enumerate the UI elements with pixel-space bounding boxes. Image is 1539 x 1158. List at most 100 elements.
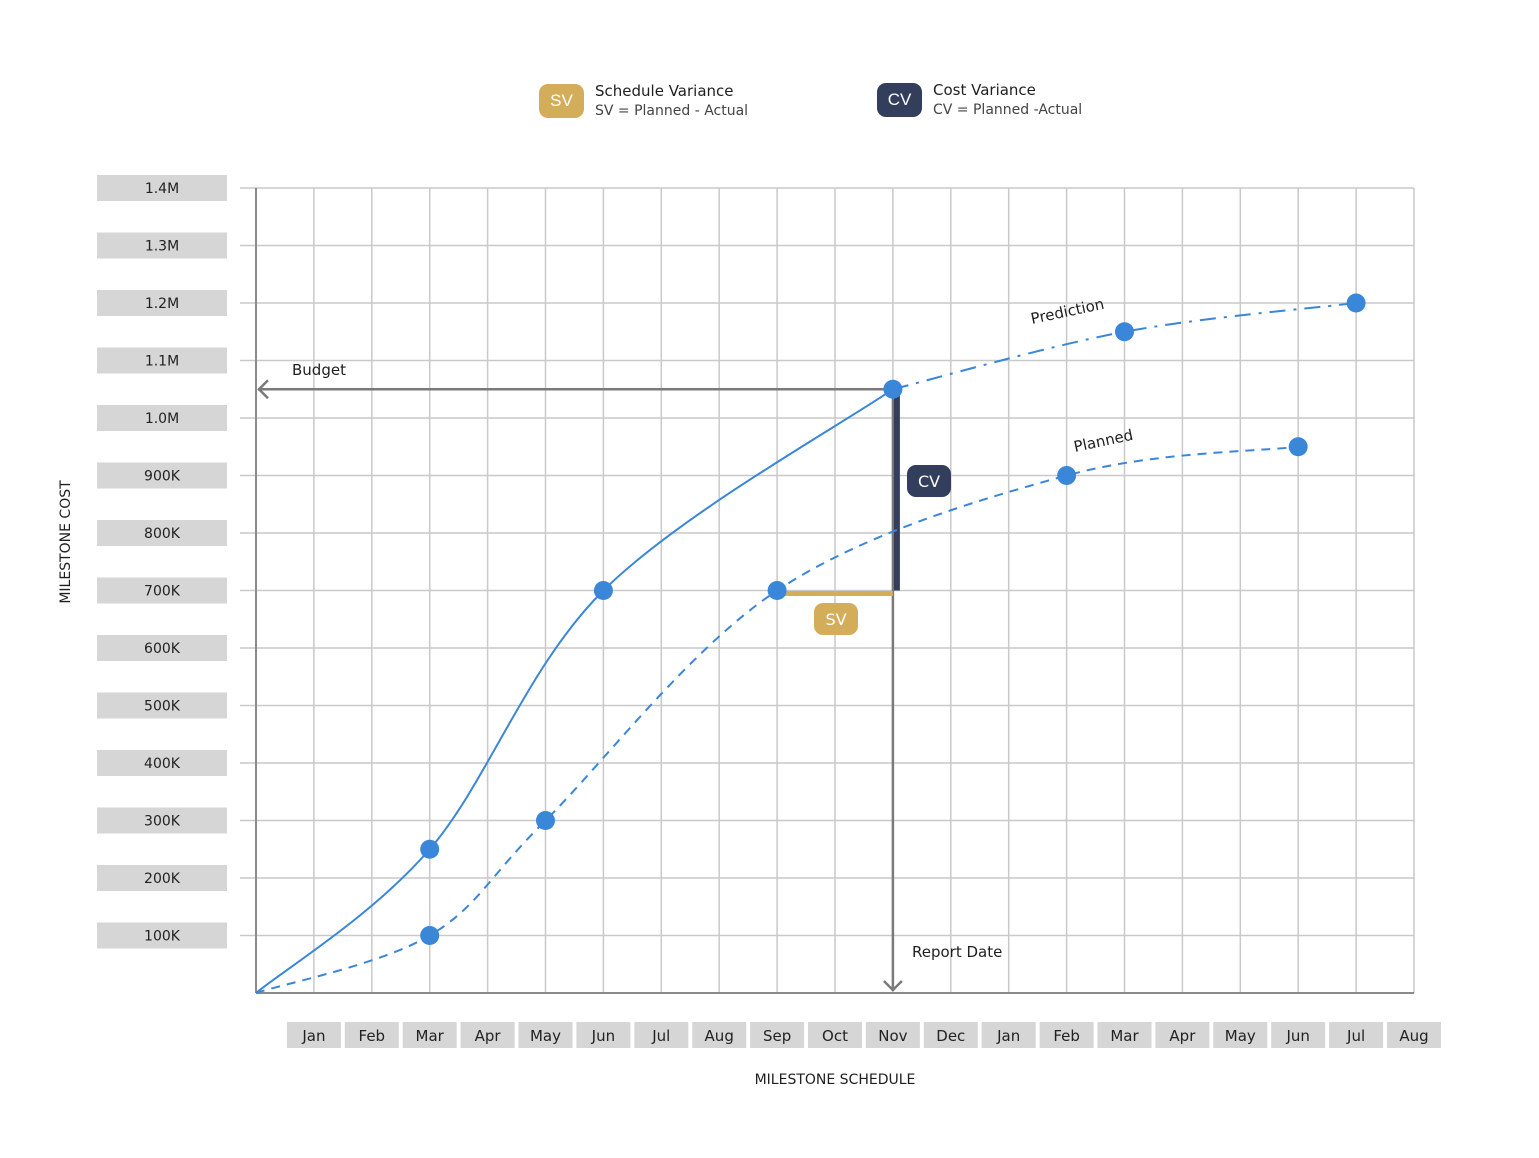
x-tick-label: Apr [1169, 1027, 1196, 1045]
data-point-marker [420, 839, 440, 859]
prediction-label: Prediction [1029, 295, 1106, 328]
data-point-marker [1057, 466, 1077, 485]
x-tick-label: Aug [705, 1027, 734, 1045]
data-point-marker [883, 379, 903, 399]
x-tick-box [1039, 1022, 1094, 1048]
x-tick-box [576, 1022, 631, 1048]
y-tick-label: 300K [144, 814, 181, 830]
x-tick-label: Dec [936, 1027, 965, 1045]
y-tick-box [97, 175, 227, 201]
y-tick-box [97, 750, 227, 776]
y-tick-label: 800K [144, 526, 181, 542]
x-tick-box [692, 1022, 747, 1048]
report-date-arrowhead [883, 980, 903, 992]
x-axis-label: MILESTONE SCHEDULE [755, 1072, 916, 1088]
x-tick-box [1387, 1022, 1441, 1048]
cv-legend-title: Cost Variance [933, 81, 1036, 99]
x-tick-label: Sep [763, 1027, 791, 1045]
series-markers [420, 293, 1366, 945]
x-tick-box [923, 1022, 978, 1048]
x-tick-box [518, 1022, 573, 1048]
x-tick-label: Jan [301, 1027, 325, 1045]
cv-legend-badge: CV [877, 83, 922, 117]
x-tick-box [402, 1022, 457, 1048]
y-tick-label: 1.1M [145, 354, 179, 370]
y-tick-label: 600K [144, 641, 181, 657]
legend-schedule-variance: SV Schedule Variance SV = Planned - Actu… [539, 81, 748, 121]
data-point-marker [1288, 437, 1308, 457]
x-tick-label: Mar [416, 1027, 445, 1045]
data-point-marker [767, 581, 787, 600]
sv-badge [814, 603, 858, 635]
x-tick-label: May [1225, 1027, 1256, 1045]
x-tick-box [460, 1022, 515, 1048]
y-tick-box [97, 692, 227, 719]
cv-badge-label: CV [918, 472, 940, 491]
x-tick-box [344, 1022, 399, 1048]
x-tick-box [1271, 1022, 1326, 1048]
x-tick-box [1329, 1022, 1384, 1048]
data-point-marker [420, 926, 440, 945]
cv-legend-formula: CV = Planned -Actual [933, 102, 1083, 118]
y-tick-box [97, 807, 227, 834]
y-tick-box [97, 865, 227, 891]
x-tick-label: Feb [359, 1027, 386, 1045]
y-tick-box [97, 347, 227, 374]
x-tick-label: Jul [651, 1027, 670, 1045]
sv-legend-formula: SV = Planned - Actual [595, 103, 749, 119]
report-date-label: Report Date [912, 943, 1002, 961]
x-tick-label: May [530, 1027, 561, 1045]
y-tick-label: 1.2M [145, 296, 179, 312]
y-tick-boxes: 100K 200K 300K 400K 500K 600K 700K 800K 900K 1.0M… [97, 175, 227, 949]
legend-cost-variance: CV Cost Variance CV = Planned -Actual [877, 80, 1082, 120]
y-tick-label: 1.4M [145, 181, 179, 197]
y-tick-box [97, 462, 227, 489]
x-tick-label: Jul [1346, 1027, 1365, 1045]
x-tick-label: Jan [996, 1027, 1020, 1045]
x-tick-box [981, 1022, 1036, 1048]
y-tick-label: 900K [144, 469, 181, 485]
sv-legend-badge: SV [539, 84, 584, 118]
x-tick-label: Feb [1053, 1027, 1080, 1045]
x-tick-label: Aug [1399, 1027, 1428, 1045]
x-tick-box [808, 1022, 862, 1048]
data-point-marker [593, 581, 613, 600]
y-tick-box [97, 577, 227, 604]
x-tick-label: Nov [878, 1027, 907, 1045]
x-tick-box [1097, 1022, 1152, 1048]
y-tick-label: 1.3M [145, 239, 179, 255]
data-point-marker [1346, 293, 1366, 313]
y-tick-label: 700K [144, 584, 181, 600]
x-tick-box [286, 1022, 341, 1048]
budget-arrowhead [257, 379, 269, 400]
series-line-actual [255, 388, 894, 994]
y-tick-box [97, 520, 227, 546]
x-tick-label: Apr [475, 1027, 502, 1045]
x-tick-box [1155, 1022, 1210, 1048]
x-tick-box [1213, 1022, 1268, 1048]
y-tick-label: 400K [144, 756, 181, 772]
sv-badge-label: SV [825, 610, 846, 629]
data-point-marker [536, 811, 555, 830]
y-axis-label: MILESTONE COST [58, 480, 74, 604]
y-tick-label: 500K [144, 699, 181, 715]
y-tick-label: 1.0M [145, 411, 179, 427]
x-tick-label: Mar [1110, 1027, 1139, 1045]
x-tick-box [750, 1022, 805, 1048]
y-tick-label: 100K [144, 929, 181, 945]
y-tick-box [97, 290, 227, 316]
y-tick-box [97, 922, 227, 949]
data-point-marker [1115, 322, 1134, 342]
x-tick-label: Jun [591, 1027, 615, 1045]
x-tick-box [634, 1022, 689, 1048]
annotations [257, 379, 903, 992]
y-tick-box [97, 232, 227, 259]
grid [240, 187, 1415, 994]
sv-legend-title: Schedule Variance [595, 82, 734, 100]
cv-badge [907, 465, 951, 497]
x-tick-box [865, 1022, 920, 1048]
x-tick-label: Jun [1285, 1027, 1309, 1045]
y-tick-label: 200K [144, 871, 181, 887]
x-tick-label: Oct [822, 1027, 848, 1045]
